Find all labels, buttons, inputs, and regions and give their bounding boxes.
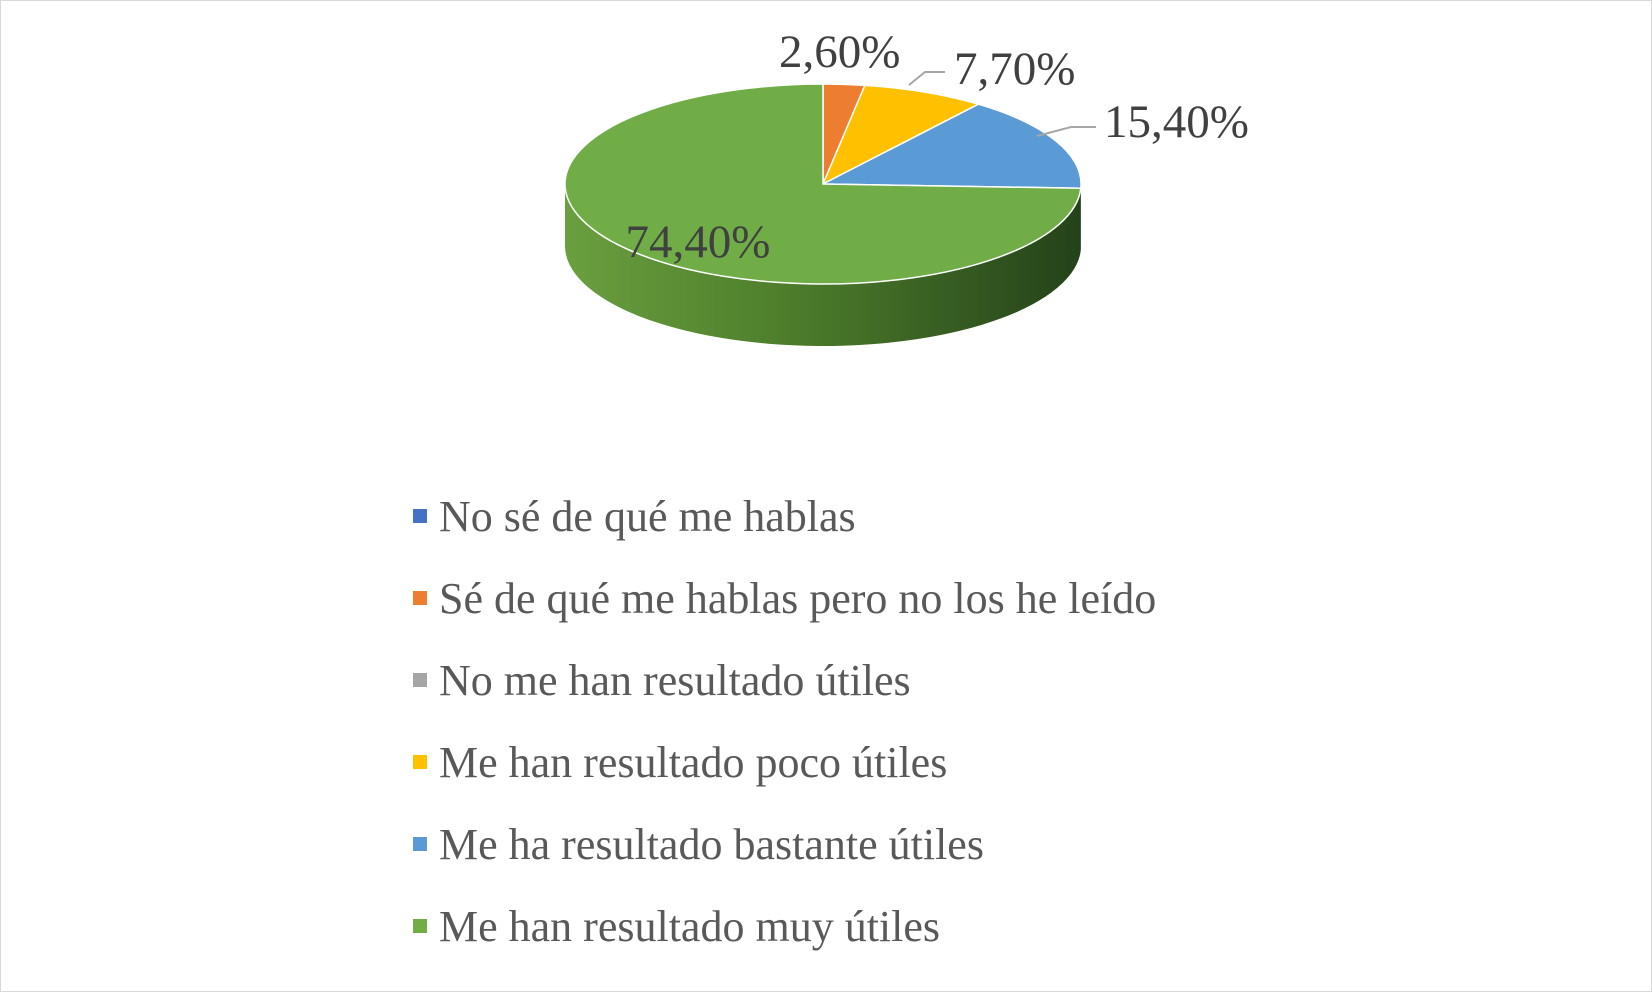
data-label-me-ha-resultado-bastante-utiles: 15,40% xyxy=(1104,96,1249,148)
legend-swatch xyxy=(413,591,427,605)
leader-line-me-ha-resultado-bastante-utiles xyxy=(1036,126,1096,137)
legend-item-no-me-han-resultado-utiles: No me han resultado útiles xyxy=(413,639,1156,721)
data-label-me-han-resultado-muy-utiles: 74,40% xyxy=(626,216,771,268)
legend-label: Me ha resultado bastante útiles xyxy=(439,819,984,869)
legend-item-no-se-de-que-me-hablas: No sé de qué me hablas xyxy=(413,475,1156,557)
legend-label: No me han resultado útiles xyxy=(439,655,911,705)
legend-swatch xyxy=(413,919,427,933)
chart-legend: No sé de qué me hablas Sé de qué me habla… xyxy=(413,475,1156,967)
legend-swatch xyxy=(413,755,427,769)
pie-slice-me-ha-resultado-bastante-utiles xyxy=(822,103,1082,189)
legend-label: No sé de qué me hablas xyxy=(439,491,856,541)
legend-item-me-han-resultado-poco-utiles: Me han resultado poco útiles xyxy=(413,721,1156,803)
pie-side-me-han-resultado-muy-utiles xyxy=(565,184,1081,346)
data-label-se-de-que-me-hablas-pero-no-los-he-leido: 2,60% xyxy=(779,26,900,78)
legend-item-se-de-que-me-hablas-pero-no-los-he-leido: Sé de qué me hablas pero no los he leído xyxy=(413,557,1156,639)
data-label-me-han-resultado-poco-utiles: 7,70% xyxy=(954,43,1075,95)
legend-swatch xyxy=(413,673,427,687)
legend-label: Me han resultado muy útiles xyxy=(439,901,941,951)
leader-line-me-han-resultado-poco-utiles xyxy=(908,71,945,86)
legend-label: Sé de qué me hablas pero no los he leído xyxy=(439,573,1157,623)
legend-item-me-han-resultado-muy-utiles: Me han resultado muy útiles xyxy=(413,885,1156,967)
legend-item-me-ha-resultado-bastante-utiles: Me ha resultado bastante útiles xyxy=(413,803,1156,885)
pie-slice-me-han-resultado-poco-utiles xyxy=(821,84,981,186)
legend-swatch xyxy=(413,509,427,523)
legend-swatch xyxy=(413,837,427,851)
legend-label: Me han resultado poco útiles xyxy=(439,737,948,787)
pie-slice-me-han-resultado-muy-utiles xyxy=(564,83,1082,285)
